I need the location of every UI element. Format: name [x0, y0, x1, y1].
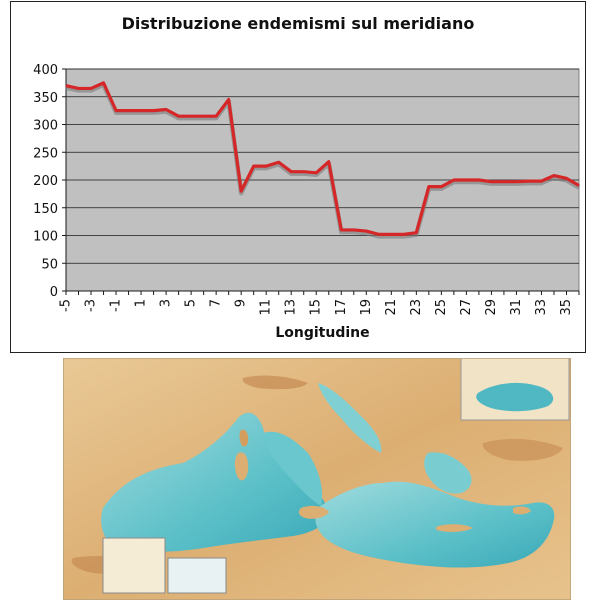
x-tick-label: 25	[434, 299, 449, 316]
black-sea	[476, 382, 554, 412]
y-tick-label: 200	[33, 174, 58, 189]
western-basin	[101, 412, 329, 552]
x-tick-label: 9	[234, 299, 249, 307]
aegean-sea	[424, 452, 472, 494]
x-tick-label: 11	[259, 299, 274, 316]
x-tick-label: -1	[109, 299, 124, 312]
x-tick-label: 3	[159, 299, 174, 307]
y-tick-label: 300	[33, 119, 58, 134]
x-tick-label: 13	[284, 299, 299, 316]
sicily-island	[298, 505, 329, 519]
y-tick-label: 400	[33, 63, 58, 78]
cyprus-island	[513, 506, 531, 515]
sardinia-island	[234, 452, 249, 481]
x-tick-label: 7	[209, 299, 224, 307]
x-tick-label: 1	[134, 299, 149, 307]
crete-island	[435, 524, 473, 532]
alps-relief	[242, 375, 308, 390]
x-tick-label: 33	[534, 299, 549, 316]
adriatic-sea	[318, 383, 382, 453]
x-tick-label: 27	[459, 299, 474, 316]
x-tick-label: 17	[334, 299, 349, 316]
x-tick-label: 15	[309, 299, 324, 316]
x-tick-label: 31	[509, 299, 524, 316]
eastern-basin	[315, 481, 555, 568]
y-tick-label: 100	[33, 230, 58, 245]
x-tick-label: 21	[384, 299, 399, 316]
x-tick-label: 19	[359, 299, 374, 316]
y-tick-label: 350	[33, 91, 58, 106]
chart-title: Distribuzione endemismi sul meridiano	[121, 14, 475, 33]
y-tick-label: 50	[41, 257, 58, 272]
tyrrhenian-sea	[263, 431, 323, 506]
map-inset-box	[167, 557, 227, 594]
x-tick-label: -5	[59, 299, 74, 312]
corsica-island	[239, 429, 249, 447]
map-legend-box	[102, 537, 166, 594]
x-tick-label: 35	[559, 299, 574, 316]
y-tick-label: 0	[50, 285, 58, 300]
map-image	[62, 357, 572, 601]
series-line	[65, 81, 580, 236]
anatolia-relief	[482, 438, 563, 461]
x-tick-label: 29	[484, 299, 499, 316]
mediterranean-map	[62, 357, 572, 601]
y-tick-label: 250	[33, 146, 58, 161]
x-tick-label: 23	[409, 299, 424, 316]
y-tick-label: 150	[33, 202, 58, 217]
x-tick-label: -3	[84, 299, 99, 312]
chart-frame: Distribuzione endemismi sul meridiano 0 5…	[10, 1, 586, 353]
x-tick-label: 5	[184, 299, 199, 307]
x-axis-label: Longitudine	[275, 325, 369, 341]
